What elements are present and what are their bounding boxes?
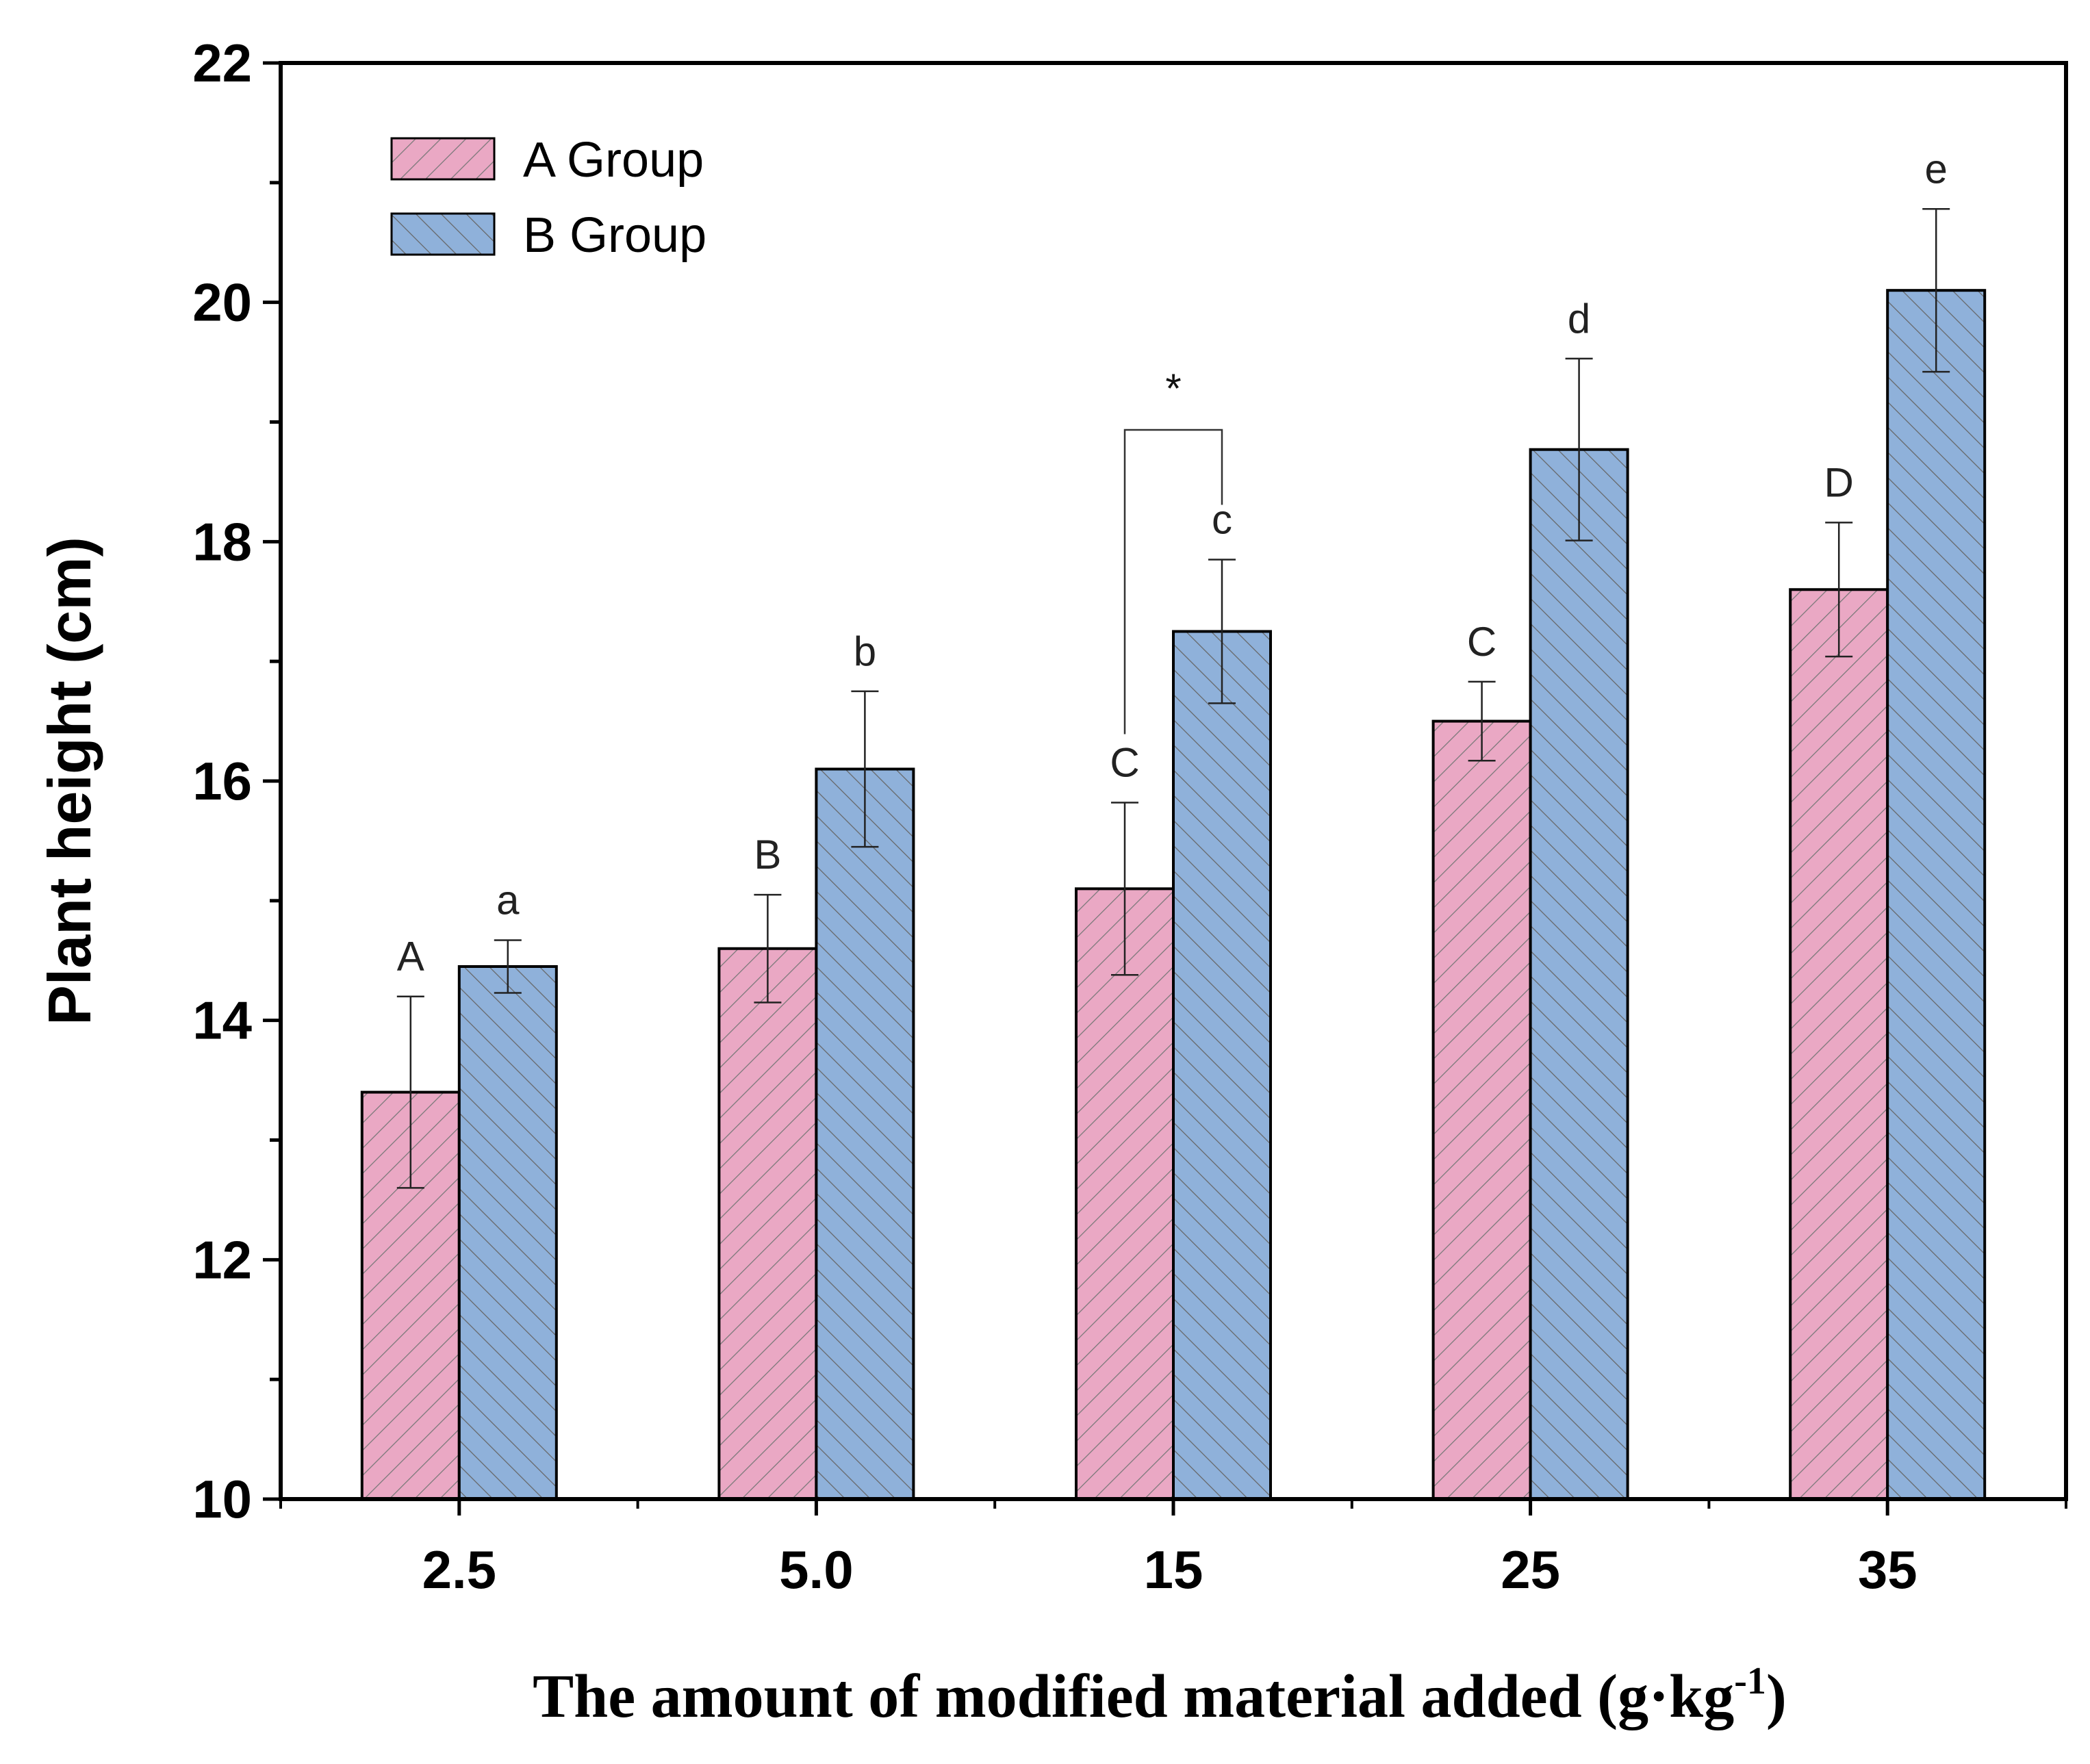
sig-letter-b-5.0: b [854, 628, 876, 674]
x-tick-label-15: 15 [1144, 1539, 1203, 1600]
bar-hatch-b-35 [1886, 289, 1987, 1500]
y-tick-label-12: 12 [192, 1229, 252, 1290]
sig-letter-a-35: D [1824, 459, 1854, 505]
legend-label-a-group: A Group [523, 133, 704, 188]
bar-hatch-b-25 [1529, 448, 1629, 1500]
sig-letter-a-15: C [1110, 739, 1139, 785]
sig-letter-a-5.0: B [754, 832, 781, 878]
y-axis-label: Plant height (cm) [36, 537, 103, 1025]
significance-star: * [1165, 366, 1181, 411]
x-axis-label-superscript: -1 [1734, 1660, 1766, 1702]
x-tick-label-25: 25 [1501, 1539, 1560, 1600]
y-tick-label-18: 18 [192, 511, 252, 572]
significance-letters: A B C C Da b c d e [397, 146, 1948, 979]
bar-hatch-a-15 [1075, 887, 1175, 1500]
legend-label-b-group: B Group [523, 208, 706, 263]
error-bars-layer [396, 208, 1950, 1189]
legend: A Group B Group [390, 133, 706, 263]
y-tick-label-22: 22 [192, 33, 252, 93]
bar-hatch-b-2.5 [457, 964, 558, 1501]
significance-bracket: * [1123, 366, 1223, 734]
sig-letter-b-25: d [1568, 296, 1590, 342]
x-tick-label-2.5: 2.5 [422, 1539, 496, 1600]
y-axis-ticks: 10 12 14 16 18 20 22 [192, 33, 281, 1529]
x-tick-label-5.0: 5.0 [779, 1539, 853, 1600]
bar-hatch-b-15 [1172, 630, 1272, 1500]
x-axis-label-main: The amount of modified material added (g… [533, 1663, 1734, 1730]
bracket-line [1123, 429, 1223, 734]
x-axis-label: The amount of modified material added (g… [533, 1660, 1787, 1730]
x-axis-ticks: 2.5 5.0 15 25 35 [279, 1499, 2067, 1600]
bar-hatch-a-35 [1789, 588, 1889, 1500]
y-tick-label-14: 14 [192, 990, 252, 1051]
sig-letter-b-35: e [1925, 146, 1948, 192]
y-tick-label-10: 10 [192, 1469, 252, 1529]
legend-swatch-a-hatch [390, 137, 496, 181]
bar-hatch-a-25 [1431, 719, 1532, 1500]
bars-layer [360, 289, 1987, 1501]
sig-letter-b-2.5: a [496, 878, 520, 923]
sig-letter-a-2.5: A [397, 934, 424, 980]
legend-swatch-b-hatch [390, 212, 496, 256]
sig-letter-a-25: C [1467, 619, 1496, 665]
x-tick-label-35: 35 [1858, 1539, 1917, 1600]
y-tick-label-16: 16 [192, 751, 252, 811]
x-axis-label-suffix: ) [1766, 1663, 1787, 1730]
bar-hatch-b-5.0 [815, 767, 915, 1500]
bar-hatch-a-5.0 [717, 947, 818, 1501]
y-tick-label-20: 20 [192, 272, 252, 333]
sig-letter-b-15: c [1212, 497, 1232, 543]
